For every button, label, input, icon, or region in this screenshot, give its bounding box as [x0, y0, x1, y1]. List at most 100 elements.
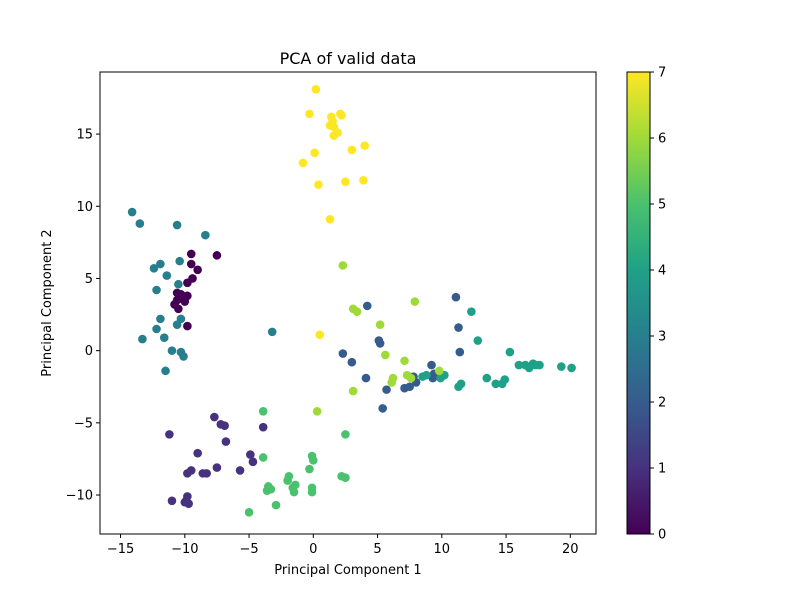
scatter-point — [314, 180, 323, 189]
x-tick-label: 5 — [373, 542, 381, 557]
scatter-point — [434, 366, 444, 376]
scatter-point — [291, 480, 300, 490]
y-tick-label: 15 — [76, 128, 93, 143]
scatter-point — [400, 356, 409, 366]
scatter-point — [310, 148, 319, 158]
scatter-point — [258, 406, 268, 416]
y-tick-label: 0 — [85, 344, 93, 359]
scatter-point — [162, 271, 172, 280]
plot-area — [127, 85, 576, 517]
scatter-point — [387, 378, 396, 387]
scatter-point — [161, 366, 170, 376]
scatter-point — [258, 453, 268, 462]
scatter-point — [410, 297, 420, 306]
colorbar-tick-label: 4 — [658, 264, 666, 279]
scatter-point — [557, 362, 566, 371]
scatter-point — [380, 350, 390, 360]
scatter-point — [341, 430, 350, 439]
scatter-point — [361, 373, 371, 383]
scatter-point — [138, 334, 147, 344]
scatter-point — [220, 421, 229, 431]
scatter-point — [382, 385, 391, 394]
scatter-point — [347, 357, 357, 367]
scatter-point — [167, 496, 177, 506]
colorbar-tick-label: 3 — [658, 330, 666, 345]
scatter-point — [360, 141, 370, 150]
scatter-point — [172, 220, 182, 230]
y-axis-label: Principal Component 2 — [40, 229, 55, 376]
scatter-point — [338, 349, 348, 358]
scatter-point — [535, 360, 544, 370]
scatter-point — [454, 323, 463, 332]
scatter-point — [156, 259, 165, 269]
scatter-point — [305, 464, 314, 474]
scatter-point — [375, 339, 385, 348]
scatter-point — [337, 111, 346, 120]
scatter-point — [258, 422, 268, 432]
scatter-point — [305, 109, 314, 119]
scatter-point — [179, 352, 188, 361]
scatter-point — [315, 330, 325, 340]
scatter-point — [186, 259, 196, 269]
scatter-point — [456, 379, 466, 389]
scatter-point — [152, 285, 161, 295]
scatter-point — [311, 85, 321, 94]
scatter-point — [283, 476, 292, 485]
scatter-point — [514, 360, 524, 370]
scatter-point — [135, 219, 145, 228]
colorbar-tick-label: 0 — [658, 528, 666, 543]
x-tick-label: 0 — [309, 542, 317, 557]
scatter-point — [175, 256, 184, 266]
scatter-point — [309, 456, 318, 465]
scatter-point — [338, 261, 348, 270]
scatter-point — [212, 251, 222, 260]
scatter-point — [455, 347, 465, 357]
scatter-point — [174, 304, 183, 314]
y-tick-label: 10 — [76, 200, 93, 215]
scatter-point — [359, 175, 368, 185]
x-axis-label: Principal Component 1 — [274, 563, 421, 578]
scatter-point — [418, 372, 427, 381]
colorbar-tick-label: 1 — [658, 462, 666, 477]
scatter-point — [567, 363, 576, 373]
scatter-point — [176, 290, 186, 299]
scatter-point — [180, 297, 190, 306]
y-tick-label: −5 — [74, 416, 93, 431]
scatter-point — [348, 386, 358, 396]
scatter-point — [312, 406, 322, 416]
scatter-point — [505, 347, 515, 357]
scatter-point — [246, 450, 255, 459]
scatter-point — [347, 145, 357, 155]
scatter-point — [428, 373, 438, 383]
scatter-point — [186, 249, 196, 259]
scatter-point — [176, 314, 186, 324]
scatter-point — [289, 487, 299, 497]
scatter-point — [451, 292, 461, 302]
scatter-point — [183, 278, 192, 288]
x-tick-label: 20 — [562, 542, 579, 557]
scatter-point — [482, 373, 492, 383]
scatter-point — [167, 346, 177, 355]
scatter-point — [156, 314, 165, 324]
scatter-point — [159, 333, 169, 342]
y-axis: −10 −5 0 5 10 15 — [66, 128, 100, 504]
colorbar-axis: 0 1 2 3 4 5 6 7 — [650, 66, 666, 543]
chart-title: PCA of valid data — [280, 49, 417, 68]
scatter-point — [186, 466, 196, 475]
scatter-point — [267, 327, 277, 337]
scatter-point — [473, 336, 483, 345]
x-tick-label: 15 — [498, 542, 515, 557]
scatter-point — [149, 264, 159, 273]
scatter-point — [271, 500, 281, 510]
scatter-point — [329, 131, 339, 140]
scatter-point — [427, 360, 436, 370]
scatter-point — [127, 207, 137, 217]
colorbar — [626, 71, 651, 535]
scatter-point — [436, 373, 445, 383]
scatter-point — [405, 382, 414, 392]
scatter-point — [210, 412, 219, 422]
scatter-point — [202, 469, 211, 478]
scatter-point — [193, 265, 202, 275]
scatter-point — [221, 437, 231, 446]
